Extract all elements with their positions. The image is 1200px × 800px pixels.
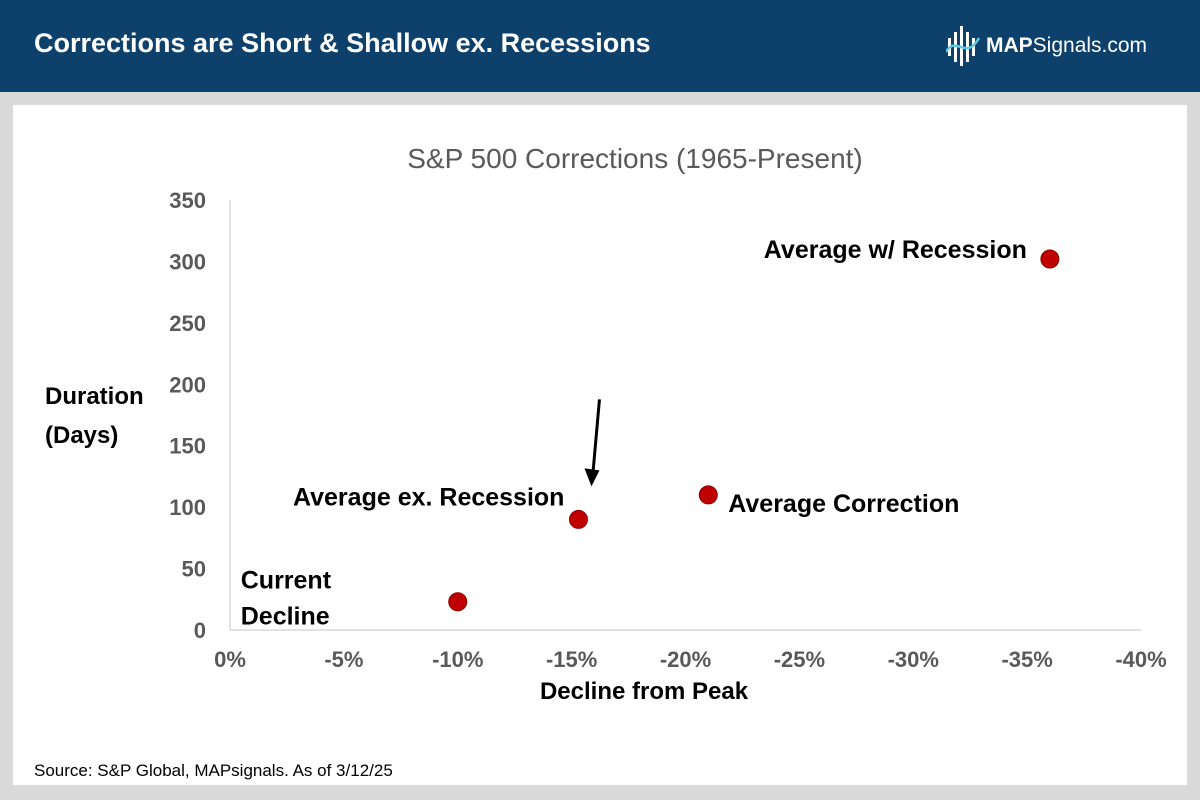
annotation-arrow-head bbox=[584, 468, 600, 487]
point-label: Average ex. Recession bbox=[293, 483, 564, 511]
point-label: Decline bbox=[241, 603, 330, 631]
x-tick-labels: 0% -5% -10% -15% -20% -25% -30% -35% -40% bbox=[214, 647, 1167, 672]
x-tick-label: -20% bbox=[660, 647, 711, 672]
y-tick-label: 50 bbox=[182, 557, 206, 582]
y-tick-label: 0 bbox=[194, 618, 206, 643]
x-tick-label: -30% bbox=[888, 647, 939, 672]
data-points: Current Decline Average ex. Recession Avera… bbox=[241, 236, 1060, 631]
page-title: Corrections are Short & Shallow ex. Rece… bbox=[34, 28, 651, 58]
y-tick-label: 200 bbox=[169, 372, 206, 397]
x-tick-label: -25% bbox=[774, 647, 825, 672]
data-point bbox=[698, 485, 718, 505]
y-tick-label: 350 bbox=[169, 188, 206, 213]
y-axis-label: Duration (Days) bbox=[45, 383, 144, 449]
point-label: Average w/ Recession bbox=[764, 236, 1027, 264]
x-tick-label: -5% bbox=[324, 647, 363, 672]
header-bar: Corrections are Short & Shallow ex. Rece… bbox=[0, 0, 1200, 92]
source-note: Source: S&P Global, MAPsignals. As of 3/… bbox=[34, 761, 393, 780]
y-axis-label-line: (Days) bbox=[45, 422, 118, 449]
x-tick-label: -35% bbox=[1001, 647, 1052, 672]
y-tick-label: 100 bbox=[169, 495, 206, 520]
y-tick-label: 250 bbox=[169, 311, 206, 336]
brand-name: MAPSignals.com bbox=[986, 34, 1148, 57]
point-label: Average Correction bbox=[728, 490, 959, 518]
annotation-arrow-shaft bbox=[590, 399, 601, 479]
x-tick-label: -15% bbox=[546, 647, 597, 672]
data-point bbox=[1040, 249, 1060, 269]
chart-panel: S&P 500 Corrections (1965-Present) 0 50 10… bbox=[13, 105, 1187, 785]
x-tick-label: 0% bbox=[214, 647, 246, 672]
chart-title: S&P 500 Corrections (1965-Present) bbox=[407, 143, 863, 174]
x-tick-label: -10% bbox=[432, 647, 483, 672]
x-axis-label: Decline from Peak bbox=[540, 678, 749, 705]
brand-logo: MAPSignals.com bbox=[946, 22, 1147, 70]
y-tick-label: 150 bbox=[169, 434, 206, 459]
y-tick-label: 300 bbox=[169, 249, 206, 274]
y-tick-labels: 0 50 100 150 200 250 300 350 bbox=[169, 188, 206, 643]
data-point bbox=[448, 592, 468, 612]
y-axis-label-line: Duration bbox=[45, 383, 144, 410]
x-tick-label: -40% bbox=[1115, 647, 1166, 672]
data-point bbox=[568, 509, 588, 529]
scatter-chart: S&P 500 Corrections (1965-Present) 0 50 10… bbox=[45, 143, 1167, 705]
point-label: Current bbox=[241, 567, 332, 595]
map-signals-logo-icon bbox=[946, 26, 980, 66]
